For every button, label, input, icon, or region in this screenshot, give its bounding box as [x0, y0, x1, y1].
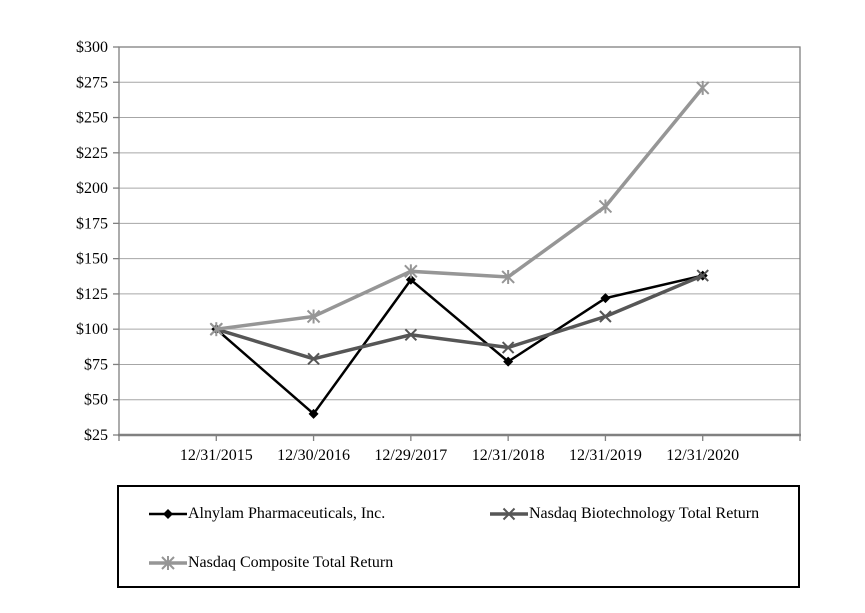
y-tick-label: $100 [76, 321, 108, 338]
x-tick-label: 12/31/2015 [180, 447, 253, 464]
y-tick-label: $150 [76, 251, 108, 268]
y-tick-label: $275 [76, 74, 108, 91]
y-tick-label: $125 [76, 286, 108, 303]
x-tick-label: 12/31/2018 [472, 447, 545, 464]
plot-frame [118, 46, 801, 436]
x-marker-icon [696, 269, 709, 282]
x-tick-label: 12/29/2017 [374, 447, 447, 464]
y-tick-label: $225 [76, 145, 108, 162]
y-tick-label: $50 [84, 392, 108, 409]
y-tick-label: $200 [76, 180, 108, 197]
diamond-marker-icon [600, 293, 611, 304]
x-marker-icon [502, 507, 516, 521]
legend: Alnylam Pharmaceuticals, Inc. Nasdaq Bio… [117, 485, 800, 588]
y-tick-label: $250 [76, 110, 108, 127]
diamond-marker-icon [405, 274, 416, 285]
y-tick-label: $175 [76, 215, 108, 232]
diamond-marker-icon [503, 356, 514, 367]
x-marker-icon [404, 328, 418, 342]
x-marker-icon [307, 352, 320, 366]
series-line-2 [216, 86, 705, 331]
legend-item-nasdaq-composite: Nasdaq Composite Total Return [149, 555, 393, 571]
legend-item-alnylam: Alnylam Pharmaceuticals, Inc. [149, 506, 385, 522]
legend-label: Nasdaq Composite Total Return [188, 554, 394, 571]
diamond-marker-icon [163, 509, 173, 519]
legend-label: Alnylam Pharmaceuticals, Inc. [188, 505, 386, 522]
x-tick-label: 12/31/2020 [666, 447, 739, 464]
x-tick-label: 12/30/2016 [277, 447, 350, 464]
series-line-0 [215, 274, 703, 416]
y-tick-label: $25 [84, 427, 108, 444]
legend-marker-asterisk-icon [149, 556, 187, 570]
x-marker-icon [501, 341, 515, 354]
legend-label: Nasdaq Biotechnology Total Return [529, 505, 760, 522]
x-tick-label: 12/31/2019 [569, 447, 642, 464]
diamond-marker-icon [308, 408, 319, 419]
y-tick-label: $300 [76, 39, 108, 56]
legend-marker-diamond-icon [149, 509, 187, 519]
x-marker-icon [599, 310, 612, 323]
y-tick-label: $75 [84, 356, 108, 373]
legend-item-nasdaq-biotechnology: Nasdaq Biotechnology Total Return [490, 506, 759, 522]
series-line-1 [215, 273, 704, 361]
legend-marker-x-icon [490, 507, 528, 521]
